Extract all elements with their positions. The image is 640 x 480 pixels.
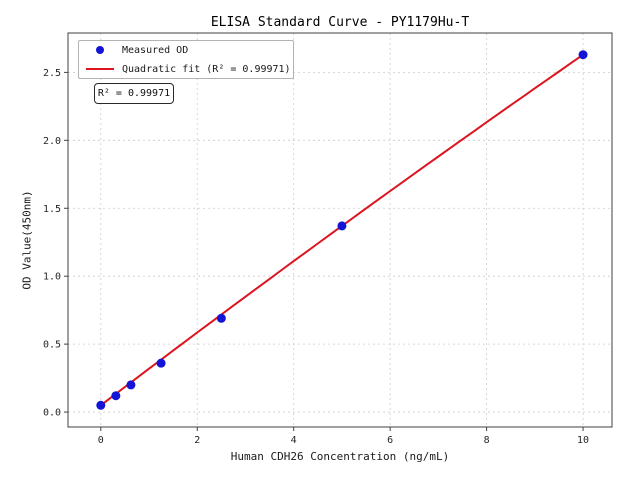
x-tick-label: 10 bbox=[577, 435, 589, 446]
x-tick-label: 8 bbox=[484, 435, 490, 446]
data-point bbox=[337, 221, 347, 231]
x-tick-label: 2 bbox=[194, 435, 200, 446]
chart-title: ELISA Standard Curve - PY1179Hu-T bbox=[210, 15, 470, 30]
x-tick-label: 0 bbox=[98, 435, 104, 446]
x-axis-label: Human CDH26 Concentration (ng/mL) bbox=[230, 450, 450, 463]
y-tick-label: 2.0 bbox=[43, 136, 61, 147]
data-point bbox=[216, 313, 226, 323]
y-axis-label: OD Value(450nm) bbox=[20, 190, 34, 290]
plot-border bbox=[67, 32, 613, 428]
legend-item-quadratic-fit: Quadratic fit (R² = 0.99971) bbox=[79, 60, 293, 79]
data-point bbox=[578, 50, 588, 60]
y-tick-label: 1.0 bbox=[43, 272, 61, 283]
y-tick-label: 0.0 bbox=[43, 408, 61, 419]
fit-line-marker-icon bbox=[86, 68, 114, 70]
data-point bbox=[126, 380, 136, 390]
r-squared-annotation: R² = 0.99971 bbox=[94, 83, 174, 104]
data-point bbox=[156, 358, 166, 368]
y-tick-label: 1.5 bbox=[43, 204, 61, 215]
data-point bbox=[111, 391, 121, 401]
legend-item-measured-od: Measured OD bbox=[79, 41, 293, 60]
x-tick-label: 4 bbox=[291, 435, 297, 446]
x-tick-label: 6 bbox=[387, 435, 393, 446]
legend-label-quadratic-fit: Quadratic fit (R² = 0.99971) bbox=[122, 64, 291, 75]
legend-label-measured-od: Measured OD bbox=[122, 45, 189, 56]
scatter-marker-icon bbox=[96, 46, 104, 54]
data-point bbox=[96, 400, 106, 410]
legend: Measured OD Quadratic fit (R² = 0.99971) bbox=[78, 40, 294, 79]
y-tick-label: 2.5 bbox=[43, 68, 61, 79]
y-tick-label: 0.5 bbox=[43, 340, 61, 351]
